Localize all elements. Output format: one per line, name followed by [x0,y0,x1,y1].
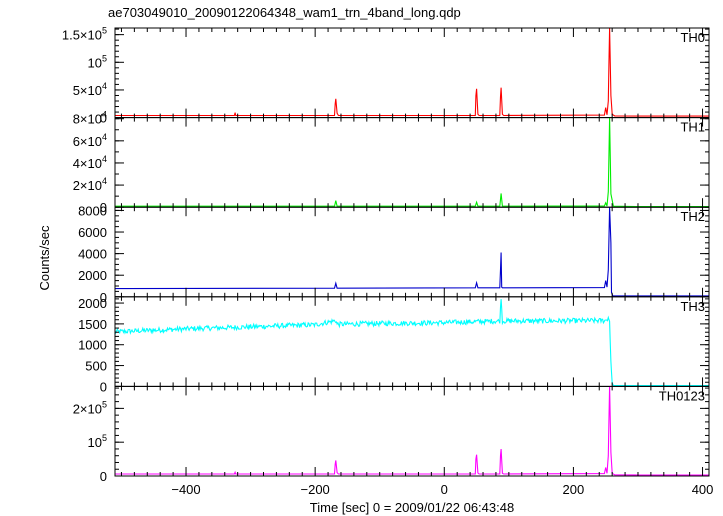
x-tick-label: 0 [441,482,448,497]
y-tick-label: 105 [88,433,107,450]
panels-group: TH0 0 5×104 105 1.5×105 TH1 0 2×104 4×104 6×104 8×… [62,26,714,497]
y-tick-label: 500 [85,359,107,374]
panel-frame [114,206,710,298]
y-tick-label: 8×104 [73,110,107,127]
y-tick-label: 4000 [78,247,107,262]
y-tick-label: 5×104 [73,81,107,98]
series-th3 [114,299,709,387]
x-axis-label: Time [sec] 0 = 2009/01/22 06:43:48 [310,500,514,515]
y-tick-label: 8000 [78,203,107,218]
y-tick-label: 2×105 [73,399,107,416]
y-tick-label: 1000 [78,338,107,353]
y-tick-label: 2000 [78,296,107,311]
panel-label: TH2 [680,209,705,224]
x-tick-label: 200 [563,482,585,497]
y-tick-label: 1500 [78,317,107,332]
panel-frame [114,296,710,387]
y-tick-label: 0 [100,290,107,305]
y-tick-label: 6×104 [73,132,107,149]
series-th0123 [115,386,709,476]
panel-frame [114,27,710,119]
x-tick-label: −400 [171,482,200,497]
y-tick-label: 0 [100,379,107,394]
y-tick-label: 4×104 [73,154,107,171]
y-tick-label: 6000 [78,225,107,240]
y-tick-label: 105 [88,53,107,70]
series-th2 [114,207,709,297]
y-tick-label: 0 [100,200,107,215]
y-tick-label: 0 [100,111,107,126]
y-axis-label: Counts/sec [37,225,52,291]
y-tick-label: 2×104 [73,176,107,193]
panel-label: TH0 [680,30,705,45]
y-tick-label: 0 [100,469,107,484]
panel-frame [114,385,710,477]
series-th0 [115,27,709,117]
x-tick-label: −200 [301,482,330,497]
panel-label: TH3 [680,299,705,314]
x-tick-label: 400 [692,482,714,497]
panel-label: TH1 [680,120,705,135]
panel-label: TH0123 [659,388,705,403]
chart-title: ae703049010_20090122064348_wam1_trn_4ban… [108,5,461,20]
y-tick-label: 1.5×105 [62,26,107,43]
y-tick-label: 2000 [78,268,107,283]
panel-frame [114,117,710,208]
series-th1 [115,117,709,208]
